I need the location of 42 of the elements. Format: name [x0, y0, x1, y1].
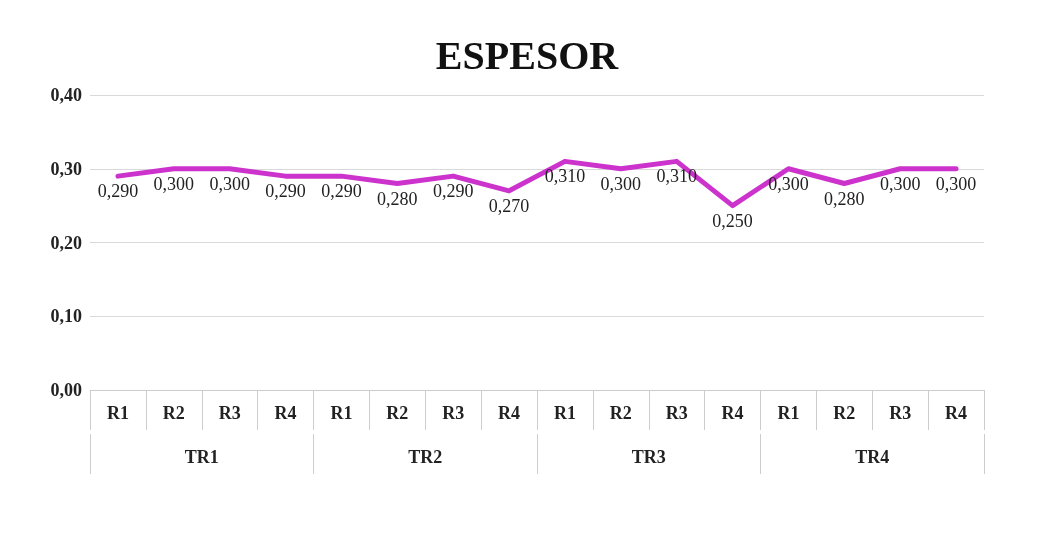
y-tick-label: 0,40	[50, 85, 82, 105]
x-tick-label: R3	[442, 403, 465, 423]
y-tick-label: 0,30	[50, 158, 82, 179]
x-tick-label: R4	[274, 403, 297, 423]
x-tick-label: R4	[498, 403, 521, 423]
x-tick-label: R4	[945, 403, 968, 423]
data-label: 0,270	[488, 195, 530, 216]
chart-title: ESPESOR	[435, 32, 620, 78]
data-label: 0,300	[768, 173, 809, 194]
data-label: 0,290	[97, 181, 139, 202]
text: TR3	[631, 447, 666, 467]
x-tick-label: R2	[162, 403, 185, 423]
data-label: 0,250	[712, 210, 753, 231]
data-label: 0,310	[544, 166, 586, 187]
x-tick-label: R1	[106, 403, 129, 423]
x-tick-label: R3	[218, 403, 241, 423]
data-label: 0,300	[153, 173, 195, 194]
text: TR4	[855, 447, 890, 467]
data-label: 0,290	[432, 181, 474, 202]
x-tick-label: R2	[833, 403, 856, 423]
y-tick-label: 0,10	[50, 306, 82, 327]
x-tick-label: R1	[330, 403, 353, 423]
data-label: 0,300	[935, 173, 977, 194]
data-label: 0,290	[321, 181, 362, 202]
data-label: 0,280	[377, 188, 418, 209]
x-tick-label: R2	[386, 403, 409, 423]
x-tick-label: R3	[889, 403, 912, 423]
y-tick-label: 0,00	[50, 380, 82, 400]
data-label: 0,310	[656, 166, 697, 187]
x-tick-label: R3	[665, 403, 688, 423]
data-label: 0,300	[600, 173, 642, 194]
x-tick-label: R1	[553, 403, 576, 423]
y-tick-label: 0,20	[50, 232, 82, 253]
x-tick-label: R1	[777, 403, 800, 423]
x-tick-label: R4	[721, 403, 744, 423]
text: TR2	[408, 447, 443, 467]
text: TR1	[184, 447, 219, 467]
data-label: 0,300	[209, 173, 250, 194]
x-tick-label: R2	[609, 403, 632, 423]
data-label: 0,300	[879, 173, 921, 194]
data-label: 0,280	[824, 188, 865, 209]
data-label: 0,290	[265, 181, 306, 202]
